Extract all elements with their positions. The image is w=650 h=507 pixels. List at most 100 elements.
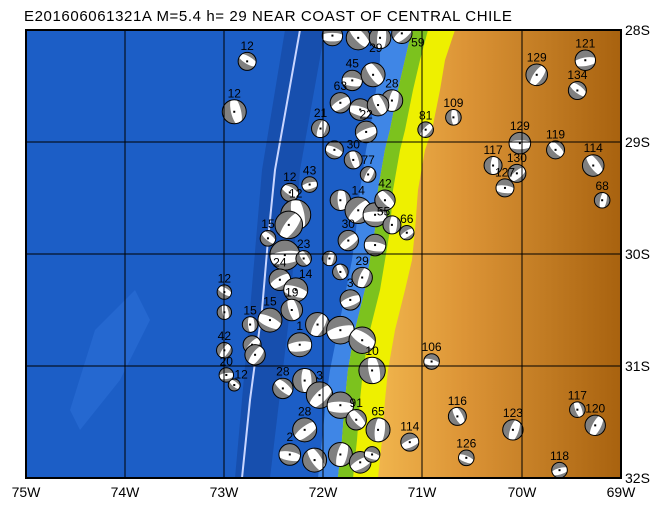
- focal-mechanism-beachball: [323, 140, 344, 160]
- focal-mechanism-beachball: [339, 289, 363, 311]
- focal-mechanism-beachball: [366, 92, 390, 117]
- p-axis-dot: [374, 213, 377, 216]
- dilatation-quadrant: [372, 92, 387, 117]
- event-depth-label: 134: [567, 68, 587, 82]
- p-axis-dot: [339, 329, 342, 332]
- p-axis-dot: [351, 79, 354, 82]
- p-axis-dot: [316, 323, 319, 326]
- event-depth-label: 28: [385, 76, 399, 90]
- dilatation-quadrant: [330, 96, 352, 112]
- p-axis-dot: [377, 428, 380, 431]
- lat-label: 30S: [625, 246, 650, 262]
- p-axis-dot: [594, 424, 597, 427]
- event-depth-label: 14: [352, 184, 366, 198]
- lon-label: 71W: [408, 484, 438, 500]
- beachball-outline: [345, 409, 367, 431]
- event-labels-layer: 1212129121134109811291191171301271146866…: [218, 35, 609, 462]
- dilatation-quadrant: [324, 325, 357, 340]
- event-depth-label: 45: [346, 57, 360, 71]
- beachball-outline: [391, 30, 413, 45]
- beachball-outline: [343, 150, 363, 170]
- event-depth-label: 28: [276, 365, 290, 379]
- event-depth-label: 15: [263, 295, 277, 309]
- lon-label: 75W: [12, 484, 42, 500]
- p-axis-dot: [287, 223, 290, 226]
- focal-mechanism-beachball: [550, 461, 569, 478]
- p-axis-dot: [359, 108, 362, 111]
- p-axis-dot: [601, 199, 604, 202]
- dilatation-quadrant: [348, 409, 367, 429]
- event-depth-label: 117: [484, 143, 503, 157]
- p-axis-dot: [492, 164, 495, 167]
- event-depth-label: 123: [503, 406, 523, 420]
- lon-label: 72W: [309, 484, 339, 500]
- dilatation-quadrant: [279, 212, 302, 240]
- p-axis-dot: [357, 36, 360, 39]
- dilatation-quadrant: [309, 384, 333, 409]
- dilatation-quadrant: [362, 241, 388, 252]
- event-depth-label: 119: [546, 127, 565, 141]
- focal-mechanism-beachball: [358, 355, 386, 386]
- beachball-outline: [237, 51, 257, 71]
- beachball-outline: [348, 326, 376, 354]
- lon-label: 73W: [210, 484, 240, 500]
- event-depth-label: 10: [365, 344, 379, 358]
- focal-mechanism-beachball: [447, 406, 467, 426]
- dilatation-quadrant: [336, 262, 347, 280]
- p-axis-dot: [349, 298, 352, 301]
- p-axis-dot: [339, 404, 342, 407]
- focal-mechanism-beachball: [400, 432, 421, 452]
- beachball-outline: [581, 154, 605, 177]
- focal-mechanism-beachball: [382, 215, 402, 235]
- p-axis-dot: [465, 456, 468, 459]
- focal-mechanism-beachball: [567, 80, 588, 100]
- p-axis-dot: [294, 288, 297, 291]
- focal-mechanism-beachball: [345, 30, 371, 51]
- event-depth-label: 118: [550, 449, 569, 463]
- focal-mechanism-beachball: [359, 166, 377, 184]
- dilatation-quadrant: [281, 184, 300, 198]
- event-depth-label: 29: [369, 41, 383, 55]
- p-axis-dot: [535, 73, 538, 76]
- p-axis-dot: [339, 270, 342, 273]
- p-axis-dot: [424, 128, 427, 131]
- p-axis-dot: [303, 428, 306, 431]
- event-depth-label: 23: [297, 237, 311, 251]
- event-depth-label: 30: [342, 217, 356, 231]
- p-axis-dot: [367, 173, 370, 176]
- beachball-outline: [257, 307, 283, 333]
- dilatation-quadrant: [400, 437, 421, 449]
- p-axis-dot: [278, 278, 281, 281]
- dilatation-quadrant: [347, 105, 373, 117]
- focal-mechanism-beachball: [280, 182, 300, 202]
- dilatation-quadrant: [286, 341, 313, 352]
- p-axis-dot: [328, 257, 331, 260]
- focal-mechanism-beachball: [581, 153, 605, 177]
- focal-mechanism-beachball: [292, 417, 318, 443]
- dilatation-quadrant: [389, 215, 398, 235]
- beachball-outline: [525, 63, 549, 87]
- focal-mechanism-beachball: [244, 344, 266, 366]
- focal-mechanism-beachball: [483, 156, 503, 176]
- event-depth-label: 15: [261, 217, 275, 231]
- event-depth-label: 121: [575, 37, 595, 51]
- dilatation-quadrant: [255, 314, 283, 330]
- p-axis-dot: [288, 191, 291, 194]
- p-axis-dot: [319, 127, 322, 130]
- focal-mechanism-beachball: [362, 446, 381, 463]
- event-depth-label: 12: [240, 39, 254, 53]
- p-axis-dot: [302, 257, 305, 260]
- event-depth-label: 114: [584, 141, 603, 155]
- p-axis-dot: [288, 453, 291, 456]
- beachball-outline: [259, 230, 277, 247]
- focal-mechanism-beachball: [569, 400, 586, 419]
- p-axis-dot: [558, 469, 561, 472]
- focal-mechanism-beachball: [360, 61, 386, 88]
- beachball-outline: [593, 191, 611, 209]
- dilatation-quadrant: [357, 266, 370, 290]
- dilatation-quadrant: [247, 316, 255, 333]
- focal-mechanism-beachball: [343, 149, 363, 170]
- map-title: E201606061321A M=5.4 h= 29 NEAR COAST OF…: [24, 8, 513, 25]
- focal-mechanism-beachball: [351, 266, 373, 290]
- p-axis-dot: [515, 172, 518, 175]
